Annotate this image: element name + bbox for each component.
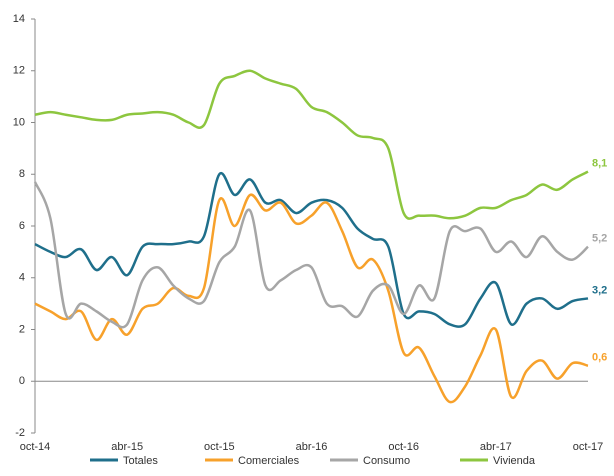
y-tick-label: 14 bbox=[13, 13, 25, 25]
y-tick-label: 4 bbox=[19, 272, 25, 284]
x-tick-label: oct-17 bbox=[573, 441, 604, 453]
value-label: 8,1 bbox=[592, 158, 607, 170]
value-label: 5,2 bbox=[592, 233, 607, 245]
y-tick-label: 6 bbox=[19, 220, 25, 232]
series-line bbox=[34, 193, 589, 404]
legend-label: Totales bbox=[123, 455, 158, 467]
y-tick-label: 12 bbox=[13, 65, 25, 77]
series-line bbox=[34, 171, 589, 328]
x-tick-label: abr-17 bbox=[480, 441, 512, 453]
y-tick-label: -2 bbox=[15, 427, 25, 439]
series-line bbox=[33, 181, 589, 329]
y-tick-label: 0 bbox=[19, 375, 25, 387]
y-tick-label: 10 bbox=[13, 116, 25, 128]
series-line bbox=[34, 69, 589, 220]
legend-label: Comerciales bbox=[238, 455, 300, 467]
x-tick-label: oct-14 bbox=[20, 441, 51, 453]
x-tick-label: oct-15 bbox=[204, 441, 235, 453]
value-label: 0,6 bbox=[592, 352, 607, 364]
x-tick-label: oct-16 bbox=[388, 441, 419, 453]
x-tick-label: abr-16 bbox=[296, 441, 328, 453]
x-tick-label: abr-15 bbox=[111, 441, 143, 453]
legend-label: Consumo bbox=[363, 455, 410, 467]
y-tick-label: 8 bbox=[19, 168, 25, 180]
y-tick-label: 2 bbox=[19, 323, 25, 335]
legend-label: Vivienda bbox=[493, 455, 536, 467]
value-label: 3,2 bbox=[592, 284, 607, 296]
